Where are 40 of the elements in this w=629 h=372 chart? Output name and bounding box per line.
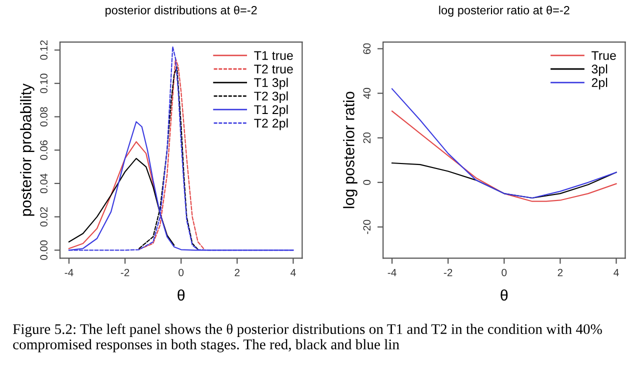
y-tick-label: 0.02 bbox=[40, 207, 48, 227]
y-axis-title: log posterior ratio bbox=[343, 92, 358, 208]
y-tick-label: 60 bbox=[363, 43, 371, 54]
legend-label: T2 true bbox=[254, 64, 293, 74]
x-tick-label: 0 bbox=[502, 268, 507, 276]
y-tick-label: -20 bbox=[363, 220, 371, 234]
legend-label: 3pl bbox=[592, 64, 608, 76]
x-tick-label: -4 bbox=[64, 268, 74, 276]
x-axis-title: θ bbox=[500, 289, 508, 301]
y-tick-label: 0.10 bbox=[40, 74, 48, 94]
y-axis-title: posterior probability bbox=[20, 83, 34, 216]
line-series bbox=[391, 110, 617, 202]
y-tick-label: 20 bbox=[363, 132, 371, 144]
y-tick-label: 0.06 bbox=[40, 140, 48, 160]
y-tick-label: 0.08 bbox=[40, 107, 48, 126]
y-tick-label: 0 bbox=[363, 180, 371, 185]
x-tick-label: -4 bbox=[388, 268, 396, 276]
legend-label: T1 3pl bbox=[254, 78, 288, 90]
legend-label: T1 true bbox=[254, 51, 293, 60]
x-tick-label: 2 bbox=[234, 268, 240, 276]
x-tick-label: -2 bbox=[120, 268, 130, 276]
legend-label: T2 3pl bbox=[254, 91, 288, 104]
line-series bbox=[391, 88, 617, 199]
y-tick-label: 0.04 bbox=[40, 174, 48, 194]
legend-label: True bbox=[592, 51, 616, 60]
caption: Figure 5.2: The left panel shows the θ posterior distributions on T1 and T2 in the condition with 40% compromised responses in both stages. The red, black and blue lin bbox=[13, 324, 602, 352]
y-tick-label: 0.12 bbox=[40, 40, 48, 60]
legend-label: T1 2pl bbox=[254, 104, 288, 117]
legend-label: T2 2pl bbox=[254, 118, 288, 130]
x-tick-label: 2 bbox=[558, 268, 563, 276]
x-tick-label: -2 bbox=[444, 268, 452, 276]
x-tick-label: 4 bbox=[290, 268, 296, 276]
y-tick-label: 0.00 bbox=[40, 240, 48, 260]
chart-title: posterior distributions at θ=-2 bbox=[106, 6, 257, 17]
x-tick-label: 0 bbox=[178, 268, 184, 276]
chart-title: log posterior ratio at θ=-2 bbox=[439, 6, 570, 17]
x-axis-title: θ bbox=[178, 289, 185, 301]
y-tick-label: 40 bbox=[363, 88, 371, 99]
legend-label: 2pl bbox=[592, 78, 608, 90]
x-tick-label: 4 bbox=[614, 268, 619, 276]
